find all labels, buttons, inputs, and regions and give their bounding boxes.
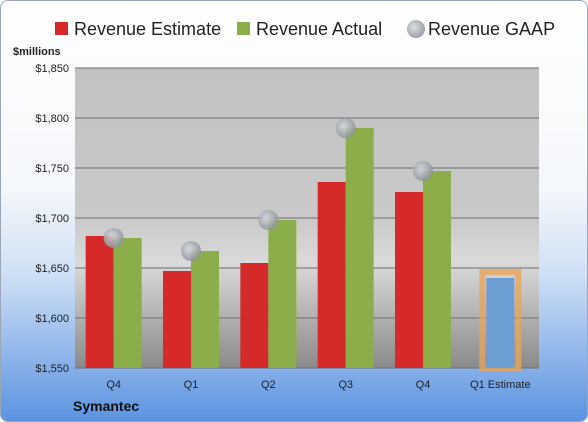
bar-revenue-actual [191, 251, 219, 368]
bar-revenue-estimate [163, 271, 191, 368]
bar-revenue-estimate [317, 182, 346, 368]
marker-revenue-gaap [181, 241, 201, 261]
legend-label-2: Revenue GAAP [428, 19, 555, 39]
company-name: Symantec [73, 398, 140, 414]
bar-revenue-estimate [240, 263, 269, 368]
bar-forecast [486, 278, 515, 368]
x-tick-label: Q2 [261, 379, 276, 391]
x-tick-label: Q4 [416, 379, 431, 391]
x-tick-label: Q3 [338, 379, 353, 391]
legend-swatch-gaap [407, 20, 425, 38]
y-tick-label: $1,700 [35, 213, 69, 225]
gaap-markers [103, 118, 433, 261]
x-tick-label: Q1 [184, 379, 199, 391]
legend-swatch-1 [237, 22, 250, 35]
marker-revenue-gaap [413, 161, 433, 181]
legend-swatch-0 [55, 22, 68, 35]
marker-revenue-gaap [258, 210, 279, 230]
y-tick-label: $1,600 [35, 313, 69, 325]
bar-revenue-actual [113, 238, 142, 368]
bar-revenue-actual [345, 128, 374, 368]
y-axis-unit-label: $millions [13, 46, 61, 58]
legend: Revenue Estimate Revenue Actual Revenue GA… [55, 19, 555, 39]
legend-label-1: Revenue Actual [256, 19, 382, 39]
marker-revenue-gaap [103, 228, 124, 248]
bar-revenue-estimate [85, 236, 114, 368]
y-tick-label: $1,800 [35, 113, 69, 125]
gridlines [75, 67, 539, 369]
bars [85, 128, 522, 371]
y-tick-label: $1,750 [35, 163, 69, 175]
legend-label-0: Revenue Estimate [74, 19, 221, 39]
x-tick-label: Q4 [106, 379, 121, 391]
y-tick-label: $1,850 [35, 63, 69, 75]
bar-revenue-actual [423, 171, 451, 368]
bar-revenue-actual [268, 220, 297, 368]
y-tick-label: $1,550 [35, 363, 69, 375]
bar-revenue-estimate [395, 192, 423, 368]
x-tick-label: Q1 Estimate [470, 379, 531, 391]
y-tick-label: $1,650 [35, 263, 69, 275]
y-axis-ticks: $1,550 $1,600 $1,650 $1,700 $1,750 $1,800 $1,8… [35, 63, 69, 375]
x-axis-ticks: Q4 Q1 Q2 Q3 Q4 Q1 Estimate [106, 379, 530, 391]
marker-revenue-gaap [335, 118, 356, 138]
